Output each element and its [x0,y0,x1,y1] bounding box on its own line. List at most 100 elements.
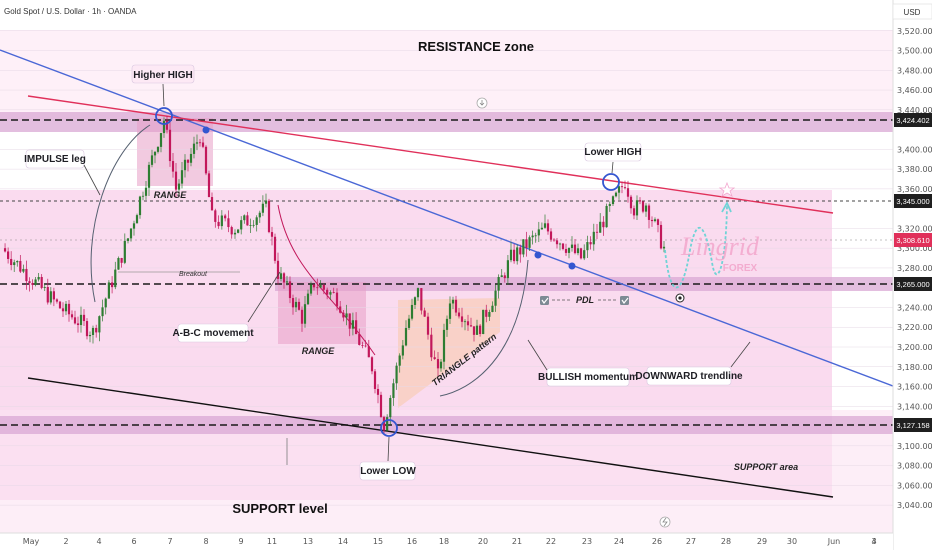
time-tick-label: 29 [757,537,767,546]
candle-body [165,120,169,130]
time-tick-label: 24 [614,537,624,546]
lower-high-box [584,142,642,162]
candle-body [579,248,583,259]
candle-body [534,235,537,237]
time-tick-label: 21 [512,537,522,546]
candle-body [214,210,217,222]
time-tick-label: 6 [131,537,136,546]
candle-body [583,250,586,259]
higher-high-marker[interactable] [155,107,173,125]
time-tick-label: 22 [546,537,556,546]
candle-body [482,309,485,335]
candle-body [120,258,123,263]
support-level-label: SUPPORT level [232,501,327,516]
candle-body [460,316,464,322]
candle-body [335,292,339,307]
time-tick-label: 26 [652,537,662,546]
candle-body [592,231,595,245]
currency-box[interactable] [892,3,932,20]
candle-body [76,323,80,326]
price-tick-label: 3,220.000 [897,323,932,332]
candle-body [264,200,268,204]
range-label-1: RANGE [154,190,187,200]
candle-body [37,276,40,280]
time-tick-label: 2 [63,537,68,546]
candle-body [475,325,479,335]
symbol-header: Gold Spot / U.S. Dollar · 1h · OANDA [4,7,137,16]
candle-body [306,293,310,305]
candle-body [237,229,240,233]
candle-body [267,200,271,233]
candle-body [16,260,19,263]
trend-touch-point-1 [202,126,210,134]
lower-low-marker[interactable] [380,419,398,437]
candle-body [243,215,246,221]
time-tick-label: 14 [338,537,348,546]
downward-trendline[interactable] [0,49,894,387]
candle-body [537,229,540,236]
candle-body [351,320,355,329]
candle-body [233,232,237,235]
candle-body [620,186,624,188]
badge-3424-text: 3,424.402 [896,116,929,125]
time-tick-label: May [23,537,40,546]
price-tick-label: 3,140.000 [897,402,932,411]
candle-body [404,327,408,346]
candle-body [509,249,513,261]
candle-body [177,183,181,190]
candle-body [240,220,243,230]
candle-body [132,223,136,229]
candle-body [186,159,190,163]
candle-body [276,260,280,279]
candle-body [95,327,98,333]
candle-body [528,237,531,248]
projection-arrowhead [721,200,732,213]
time-tick-label: 28 [721,537,731,546]
candle-body [230,227,233,235]
abc-box [177,323,249,343]
support-trendline[interactable] [27,377,834,498]
candle-body [73,317,77,324]
candle-body [7,251,10,259]
candle-body [376,388,380,395]
badge-3345-text: 3,345.000 [896,197,929,206]
time-tick-label: 30 [787,537,797,546]
candle-body [555,240,559,245]
candle-body [564,248,568,253]
price-axis[interactable] [893,0,932,550]
time-tick-label: 8 [203,537,208,546]
projection-path [664,204,728,289]
candle-body [204,146,208,174]
resistance-trendline[interactable] [27,95,834,214]
lower-high-pointer [611,161,614,174]
candle-body [407,318,411,328]
resistance-band [0,112,893,132]
candle-body [500,275,503,278]
pdl-check-icon-left[interactable] [540,296,549,305]
price-tick-label: 3,480.000 [897,66,932,75]
candle-body [653,219,657,222]
downward-label: DOWNWARD trendline [635,371,743,382]
candle-body [549,231,553,240]
candle-body [659,224,663,249]
candle-body [61,308,65,312]
candle-body [55,299,59,302]
candle-body [478,325,482,335]
candle-body [395,365,398,384]
pdl-check-icon-right[interactable] [620,296,629,305]
candle-body [623,187,627,189]
impulse-leg-label: IMPULSE leg [24,154,86,165]
time-tick-label: 20 [478,537,488,546]
candle-body [354,320,358,335]
lower-high-marker[interactable] [602,173,620,191]
badge-3265-text: 3,265.000 [896,280,929,289]
candle-body [410,304,414,319]
time-axis[interactable] [0,533,893,550]
candle-body [463,321,467,323]
candle-body [379,394,383,418]
candle-body [392,383,395,398]
candle-body [180,170,184,184]
candle-body [466,321,470,326]
